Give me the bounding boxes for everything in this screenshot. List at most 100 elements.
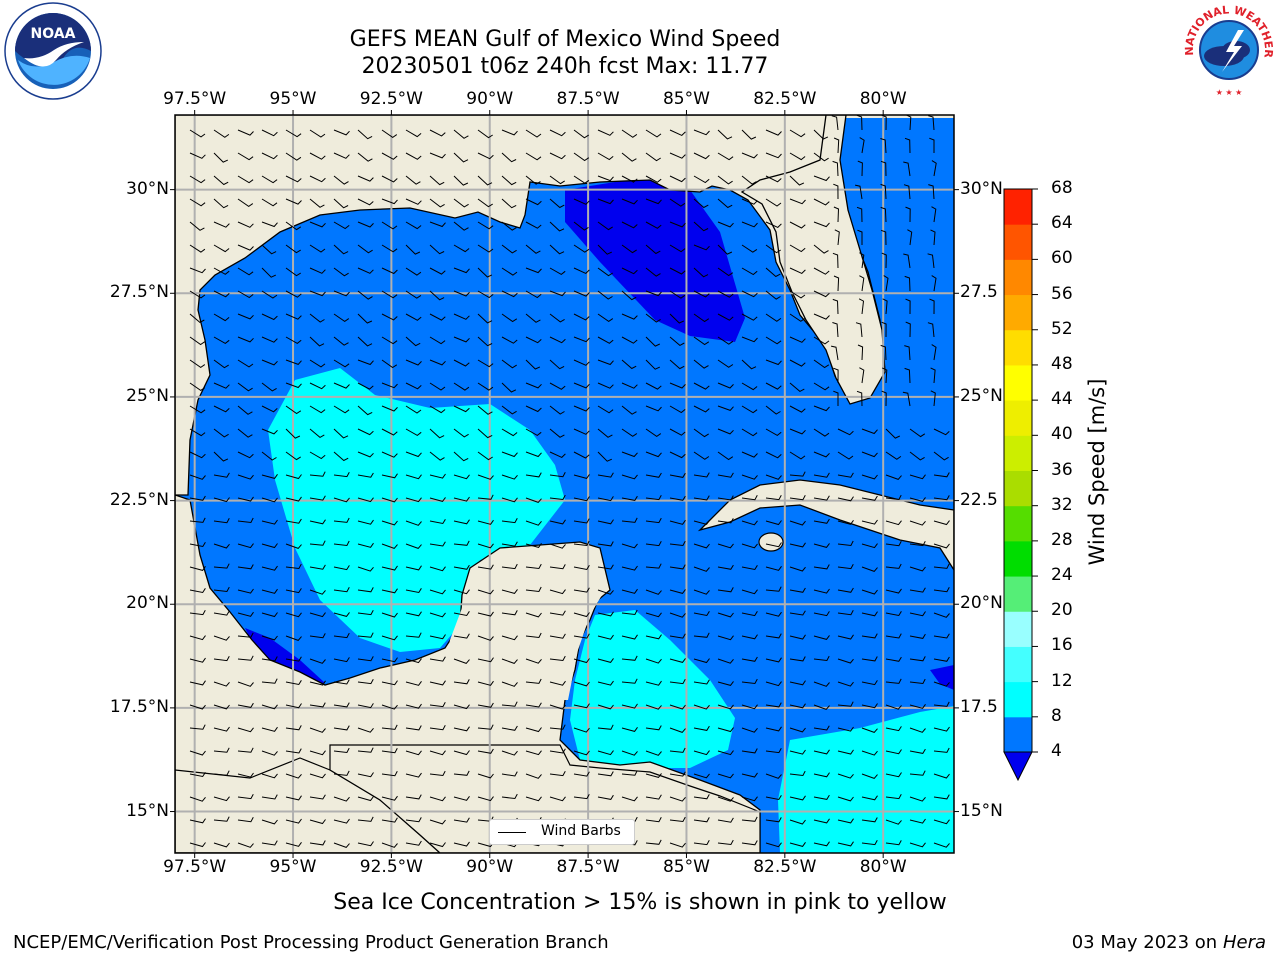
wind-barb: [693, 817, 710, 823]
wind-barb: [285, 129, 302, 138]
wind-barb: [573, 750, 590, 756]
wind-barb: [381, 842, 398, 848]
wind-barb: [765, 175, 782, 183]
wind-barb: [885, 704, 902, 710]
wind-barb: [333, 497, 350, 503]
svg-text:★ ★ ★: ★ ★ ★: [1216, 88, 1243, 97]
lon-tick-label-top: 90°W: [466, 89, 514, 109]
wind-barb: [789, 244, 806, 253]
wind-barb: [285, 336, 302, 345]
wind-barb: [789, 129, 806, 138]
wind-barb: [213, 770, 230, 776]
wind-barb: [933, 563, 950, 569]
wind-barb: [765, 817, 782, 823]
wind-barb: [597, 589, 614, 595]
wind-barb: [669, 796, 686, 802]
wind-barb: [213, 518, 230, 524]
wind-barb: [933, 656, 950, 662]
wind-barb: [261, 313, 278, 321]
wind-barb: [717, 221, 734, 228]
colorbar-tick-label: 16: [1051, 635, 1073, 656]
wind-barb: [669, 290, 686, 299]
wind-barb: [525, 175, 541, 185]
wind-barb: [213, 747, 230, 753]
wind-barb: [357, 451, 374, 458]
wind-barb: [837, 726, 854, 732]
wind-barb: [597, 519, 614, 525]
wind-barb: [333, 747, 350, 754]
wind-barb: [765, 657, 782, 663]
wind-barb: [861, 817, 878, 823]
wind-barb: [189, 428, 206, 437]
wind-barb: [765, 198, 782, 207]
wind-barb: [309, 382, 326, 390]
wind-barb: [237, 564, 254, 570]
wind-barb: [285, 405, 302, 415]
wind-barb: [813, 725, 830, 731]
wind-barb: [525, 313, 541, 323]
wind-barb: [837, 451, 854, 460]
wind-barb: [357, 703, 374, 709]
wind-barb: [837, 634, 854, 640]
wind-barb: [237, 772, 254, 778]
wind-barb: [741, 634, 758, 640]
wind-barb: [429, 612, 446, 618]
wind-barb: [621, 588, 638, 594]
wind-barb: [621, 175, 638, 183]
wind-barb: [285, 773, 302, 779]
wind-barb: [501, 267, 518, 276]
wind-barb: [237, 842, 254, 848]
wind-barb: [693, 451, 710, 460]
wind-barb: [333, 244, 349, 255]
wind-barb: [741, 589, 758, 595]
wind-barb: [333, 842, 350, 848]
wind-barb: [903, 253, 911, 269]
wind-barb: [765, 773, 782, 779]
wind-barb: [597, 634, 614, 640]
wind-barb: [645, 336, 661, 347]
wind-barb: [477, 405, 493, 415]
wind-barb: [453, 405, 470, 413]
wind-barb: [832, 160, 839, 177]
wind-barb: [429, 290, 445, 301]
wind-barb: [789, 267, 806, 274]
wind-barb: [429, 221, 446, 228]
wind-barb: [885, 588, 902, 594]
wind-barb: [453, 704, 470, 710]
wind-barb: [333, 796, 350, 802]
wind-barb-legend-line: [498, 832, 526, 833]
wind-barb: [789, 703, 806, 709]
wind-barb: [765, 681, 782, 687]
wind-barb: [573, 681, 590, 687]
wind-barb: [285, 543, 302, 549]
wind-barb: [669, 727, 686, 733]
wind-barb: [333, 702, 350, 708]
wind-barb: [357, 772, 374, 778]
colorbar-tick-label: 48: [1051, 353, 1073, 374]
wind-barb: [645, 750, 662, 756]
wind-barb: [882, 298, 888, 315]
wind-barb: [381, 680, 398, 686]
wind-barb: [859, 137, 865, 154]
wind-barb: [645, 704, 662, 710]
wind-barb: [381, 817, 398, 823]
wind-barb: [285, 359, 302, 365]
wind-barb: [861, 519, 878, 525]
wind-barb: [237, 817, 254, 823]
wind-barb: [381, 129, 398, 139]
wind-barb: [645, 589, 662, 595]
wind-barb: [933, 726, 950, 732]
wind-barb: [789, 152, 806, 161]
wind-barb: [933, 794, 950, 800]
wind-barb: [573, 633, 590, 639]
wind-barb: [741, 611, 758, 617]
wind-barb: [477, 221, 494, 230]
wind-barb: [333, 405, 350, 414]
wind-barb: [717, 313, 734, 321]
wind-barb: [189, 405, 206, 414]
wind-barb: [453, 382, 470, 391]
wind-barb: [381, 635, 398, 641]
lat-tick-label-right: 20°N: [960, 593, 1003, 614]
wind-barb: [813, 564, 830, 570]
wind-barb: [741, 816, 758, 822]
